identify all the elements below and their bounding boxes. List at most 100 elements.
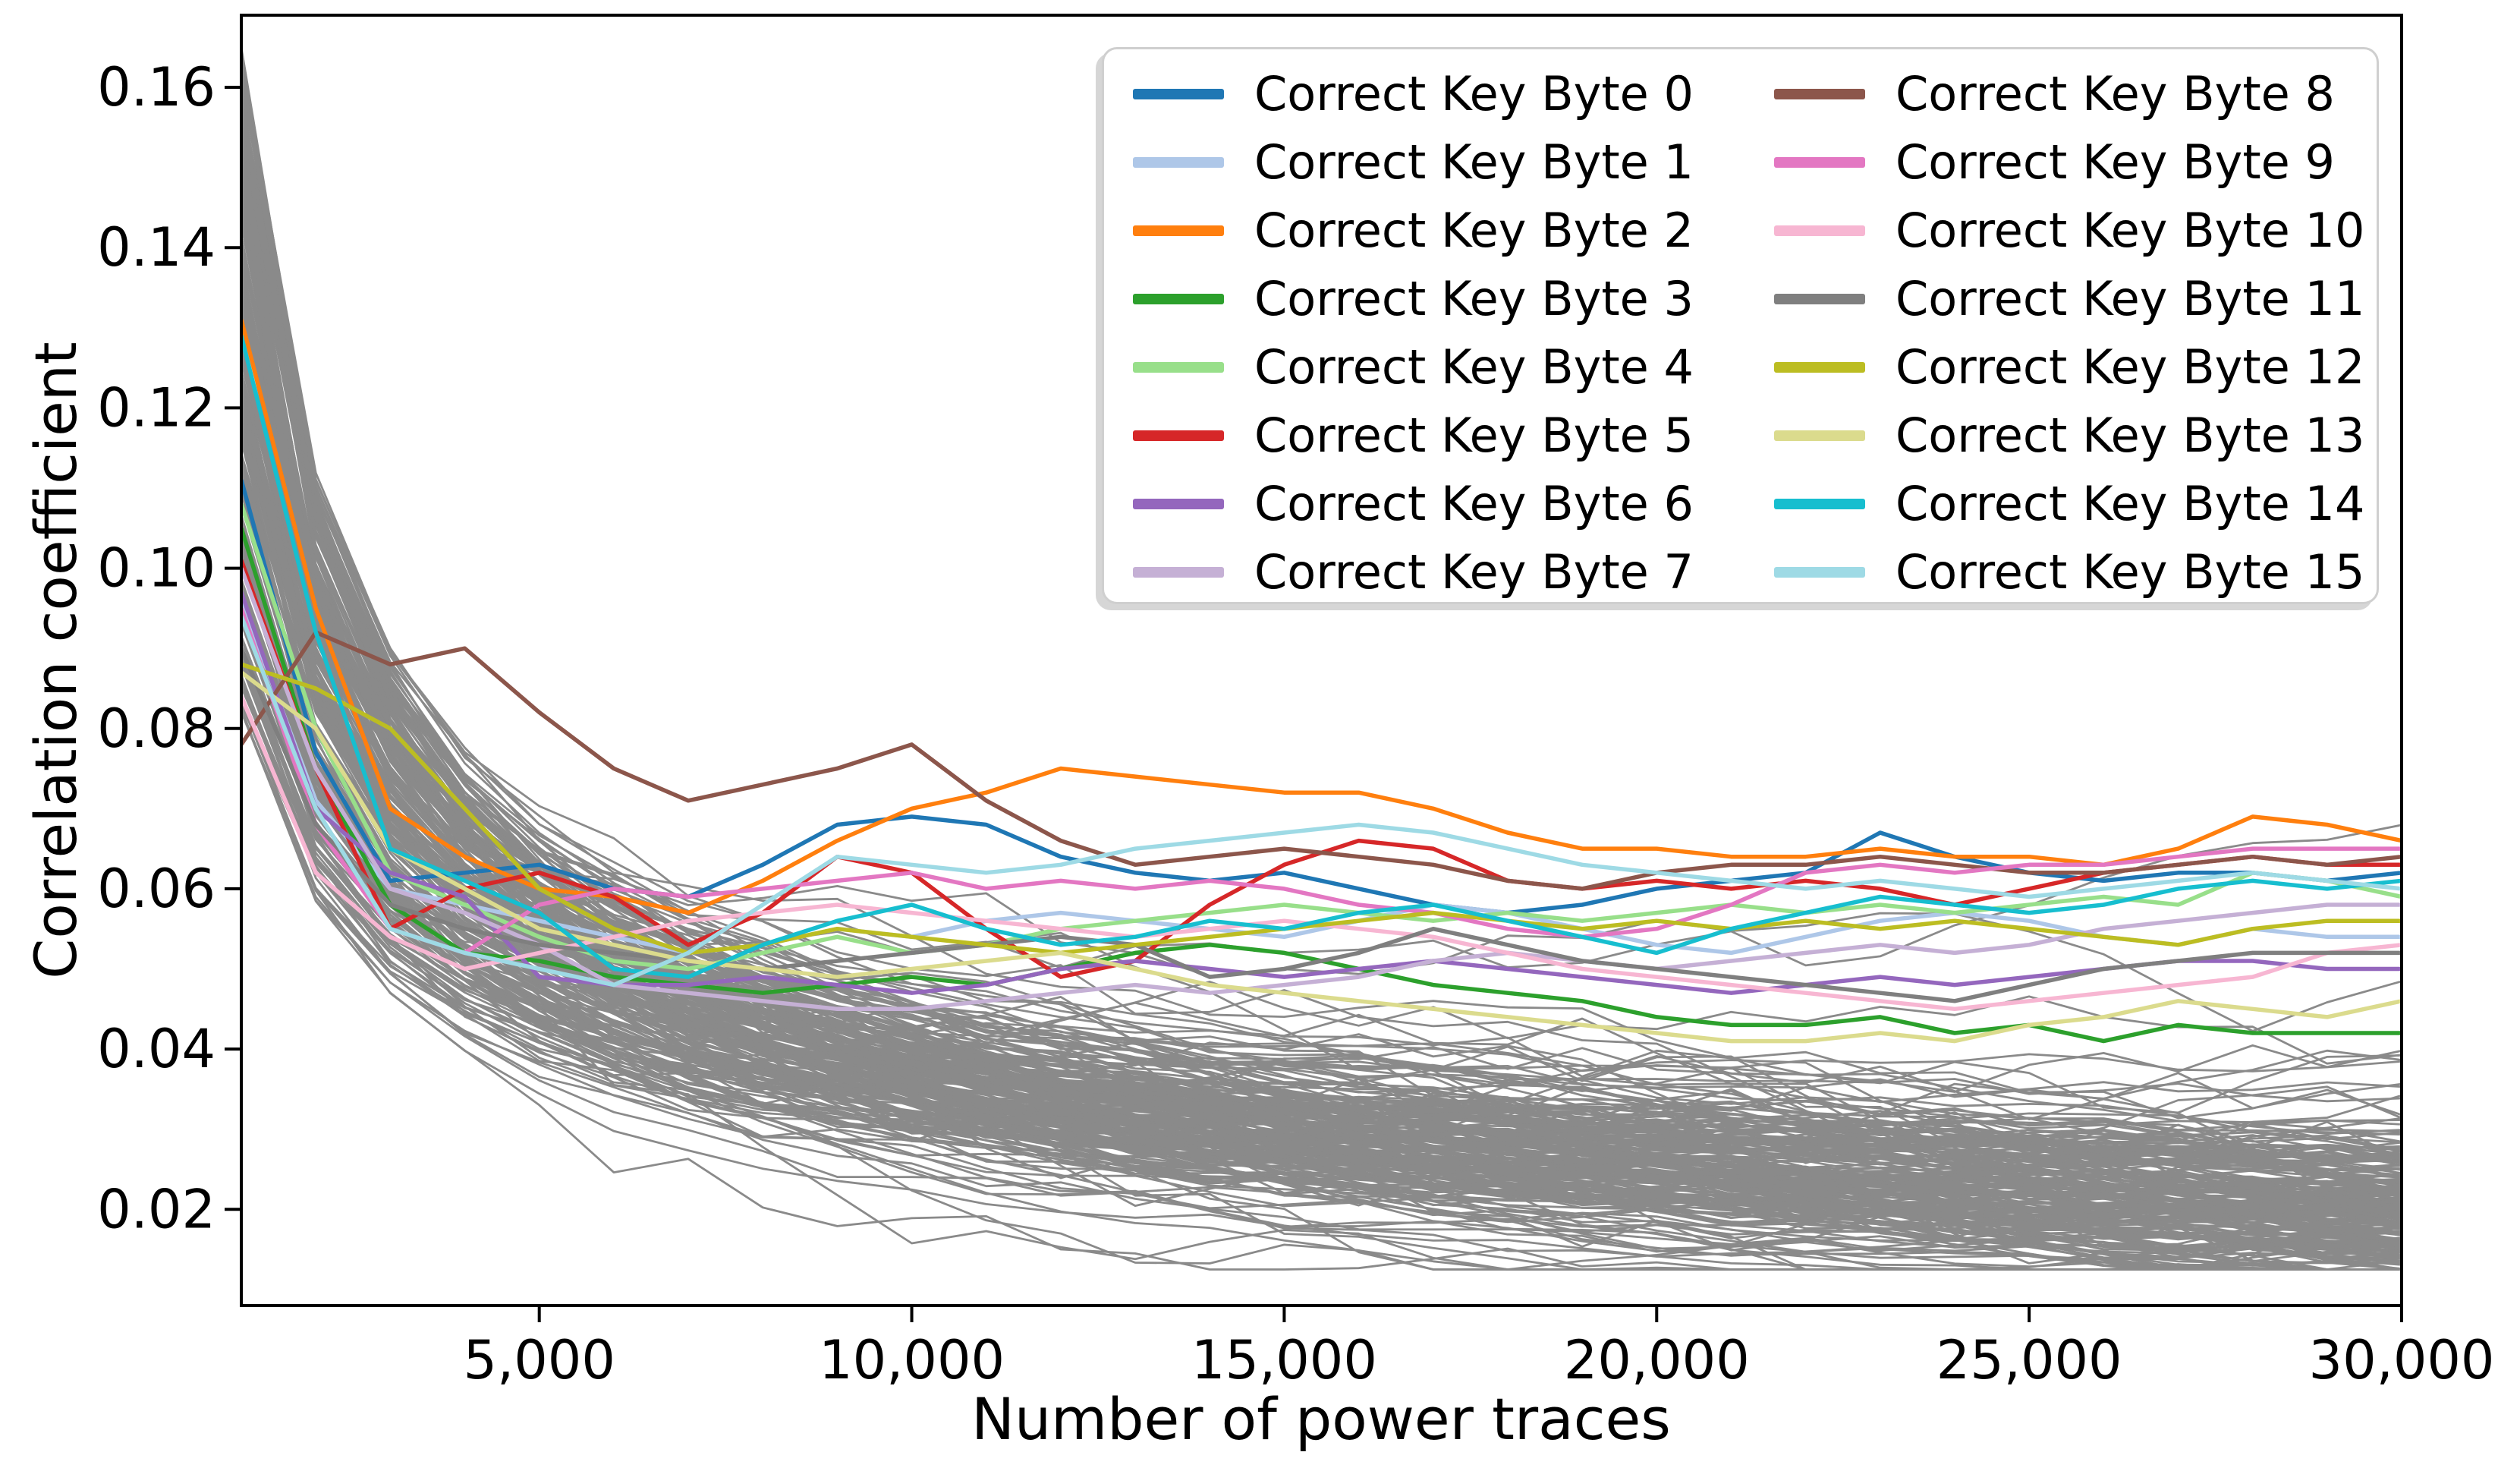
legend-label: Correct Key Byte 3 bbox=[1254, 271, 1694, 326]
legend-item: Correct Key Byte 1 bbox=[1133, 128, 1774, 197]
legend-item: Correct Key Byte 9 bbox=[1774, 128, 2369, 197]
background-trace bbox=[241, 455, 2402, 1265]
legend-swatch bbox=[1133, 362, 1224, 373]
legend: Correct Key Byte 0 Correct Key Byte 1 Corr… bbox=[1102, 47, 2379, 604]
background-trace bbox=[241, 287, 2402, 1176]
series-line-byte-15 bbox=[241, 615, 2402, 987]
x-tick-label: 30,000 bbox=[2309, 1329, 2495, 1391]
background-trace bbox=[241, 544, 2402, 1235]
legend-swatch bbox=[1133, 157, 1224, 168]
series-line-byte-1 bbox=[241, 599, 2402, 956]
background-trace bbox=[241, 105, 2402, 1211]
y-tick-label: 0.06 bbox=[97, 858, 216, 920]
legend-swatch bbox=[1774, 430, 1865, 441]
legend-swatch bbox=[1774, 225, 1865, 236]
background-trace bbox=[241, 702, 2402, 1271]
x-tick-label: 15,000 bbox=[1191, 1329, 1377, 1391]
legend-label: Correct Key Byte 0 bbox=[1254, 66, 1694, 121]
background-trace bbox=[241, 75, 2402, 1190]
legend-label: Correct Key Byte 5 bbox=[1254, 408, 1694, 463]
legend-label: Correct Key Byte 9 bbox=[1896, 134, 2335, 190]
background-trace bbox=[241, 644, 2402, 1151]
y-tick-label: 0.10 bbox=[97, 537, 216, 600]
series-line-byte-14 bbox=[241, 335, 2402, 979]
legend-label: Correct Key Byte 11 bbox=[1896, 271, 2365, 326]
legend-swatch bbox=[1774, 567, 1865, 578]
background-trace bbox=[241, 346, 2402, 1271]
legend-label: Correct Key Byte 2 bbox=[1254, 203, 1694, 258]
background-trace bbox=[241, 112, 2402, 1224]
legend-item: Correct Key Byte 6 bbox=[1133, 470, 1774, 538]
background-trace bbox=[241, 72, 2402, 1159]
legend-label: Correct Key Byte 15 bbox=[1896, 544, 2365, 600]
series-line-byte-8 bbox=[241, 630, 2402, 891]
legend-item: Correct Key Byte 15 bbox=[1774, 538, 2369, 606]
background-trace bbox=[241, 47, 2402, 969]
x-tick-label: 10,000 bbox=[819, 1329, 1005, 1391]
background-trace bbox=[241, 339, 2402, 1214]
x-tick-label: 5,000 bbox=[463, 1329, 615, 1391]
legend-label: Correct Key Byte 7 bbox=[1254, 544, 1694, 600]
series-line-byte-9 bbox=[241, 607, 2402, 956]
legend-item: Correct Key Byte 12 bbox=[1774, 333, 2369, 402]
x-tick-label: 20,000 bbox=[1564, 1329, 1750, 1391]
legend-label: Correct Key Byte 12 bbox=[1896, 339, 2365, 395]
background-trace bbox=[241, 588, 2402, 1221]
background-trace bbox=[241, 120, 2402, 1124]
background-trace bbox=[241, 71, 2402, 1171]
background-trace bbox=[241, 411, 2402, 1179]
axis-ticks: 0.02 0.04 0.06 0.08 0.10 0.12 0.14 0.16 5,000 10,… bbox=[97, 56, 2494, 1391]
y-axis-label: Correlation coefficient bbox=[22, 342, 90, 978]
y-tick-label: 0.02 bbox=[97, 1178, 216, 1240]
legend-item: Correct Key Byte 2 bbox=[1133, 197, 1774, 265]
series-line-byte-13 bbox=[241, 670, 2402, 1044]
background-trace bbox=[241, 128, 2402, 1234]
background-trace bbox=[241, 373, 2402, 1271]
plot-border bbox=[240, 14, 2403, 1307]
legend-label: Correct Key Byte 8 bbox=[1896, 66, 2335, 121]
series-line-byte-11 bbox=[241, 647, 2402, 1003]
y-tick-label: 0.12 bbox=[97, 376, 216, 439]
background-trace bbox=[241, 55, 2402, 1114]
legend-swatch bbox=[1133, 294, 1224, 304]
background-trace bbox=[241, 107, 2402, 1171]
legend-item: Correct Key Byte 3 bbox=[1133, 265, 1774, 333]
legend-swatch bbox=[1774, 294, 1865, 304]
background-trace bbox=[241, 710, 2402, 1249]
legend-swatch bbox=[1774, 362, 1865, 373]
legend-swatch bbox=[1133, 89, 1224, 99]
series-line-byte-12 bbox=[241, 662, 2402, 956]
legend-swatch bbox=[1774, 157, 1865, 168]
legend-item: Correct Key Byte 14 bbox=[1774, 470, 2369, 538]
legend-label: Correct Key Byte 13 bbox=[1896, 408, 2365, 463]
background-trace bbox=[241, 430, 2402, 1159]
background-trace bbox=[241, 426, 2402, 1271]
legend-label: Correct Key Byte 6 bbox=[1254, 476, 1694, 531]
background-trace bbox=[241, 83, 2402, 1150]
y-tick-label: 0.08 bbox=[97, 698, 216, 760]
legend-swatch bbox=[1774, 499, 1865, 509]
legend-label: Correct Key Byte 1 bbox=[1254, 134, 1694, 190]
background-trace bbox=[241, 551, 2402, 1226]
y-tick-label: 0.04 bbox=[97, 1018, 216, 1080]
legend-label: Correct Key Byte 10 bbox=[1896, 203, 2365, 258]
legend-swatch bbox=[1133, 499, 1224, 509]
legend-swatch bbox=[1133, 225, 1224, 236]
legend-item: Correct Key Byte 10 bbox=[1774, 197, 2369, 265]
series-line-byte-7 bbox=[241, 567, 2402, 1012]
legend-item: Correct Key Byte 4 bbox=[1133, 333, 1774, 402]
x-axis-label: Number of power traces bbox=[971, 1385, 1671, 1453]
background-trace-bundle bbox=[241, 47, 2402, 1271]
legend-item: Correct Key Byte 11 bbox=[1774, 265, 2369, 333]
background-trace bbox=[241, 62, 2402, 1143]
background-trace bbox=[241, 651, 2402, 1262]
series-lines bbox=[241, 319, 2402, 1044]
series-line-byte-2 bbox=[241, 319, 2402, 915]
x-tick-label: 25,000 bbox=[1936, 1329, 2122, 1391]
background-trace bbox=[241, 589, 2402, 1271]
legend-item: Correct Key Byte 13 bbox=[1774, 402, 2369, 470]
legend-item: Correct Key Byte 5 bbox=[1133, 402, 1774, 470]
background-trace bbox=[241, 660, 2402, 1271]
